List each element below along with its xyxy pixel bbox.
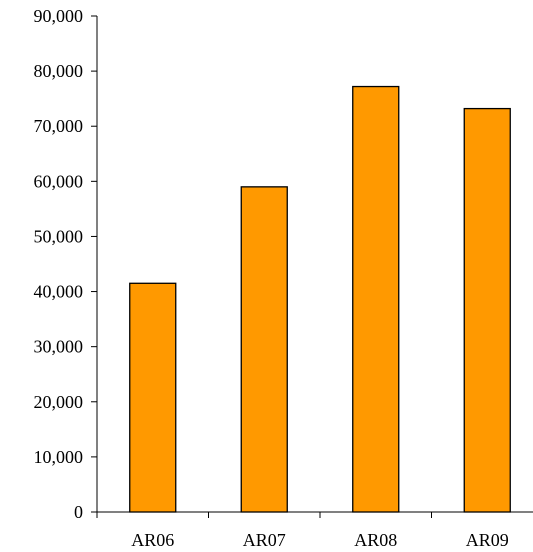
x-tick-label: AR07	[243, 530, 286, 550]
y-tick-label: 0	[74, 502, 83, 522]
bar-ar07	[240, 186, 288, 513]
y-tick-label: 40,000	[34, 282, 84, 302]
y-tick-label: 80,000	[34, 61, 84, 81]
y-tick-label: 30,000	[34, 337, 84, 357]
y-axis: 0 10,000 20,000 30,000 40,000 50,000 60,000 70,…	[34, 6, 98, 522]
x-tick-label: AR06	[131, 530, 174, 550]
y-tick-label: 20,000	[34, 392, 84, 412]
x-tick-label: AR09	[466, 530, 509, 550]
bars	[129, 85, 511, 513]
x-axis: AR06 AR07 AR08 AR09	[96, 511, 533, 550]
y-tick-label: 60,000	[34, 171, 84, 191]
bar-ar08	[352, 85, 400, 513]
x-tick-label: AR08	[354, 530, 397, 550]
y-tick-label: 70,000	[34, 116, 84, 136]
bar-ar06	[129, 282, 177, 513]
y-tick-label: 10,000	[34, 447, 84, 467]
y-tick-label: 90,000	[34, 6, 84, 26]
bar-ar09	[463, 107, 511, 513]
y-tick-label: 50,000	[34, 226, 84, 246]
